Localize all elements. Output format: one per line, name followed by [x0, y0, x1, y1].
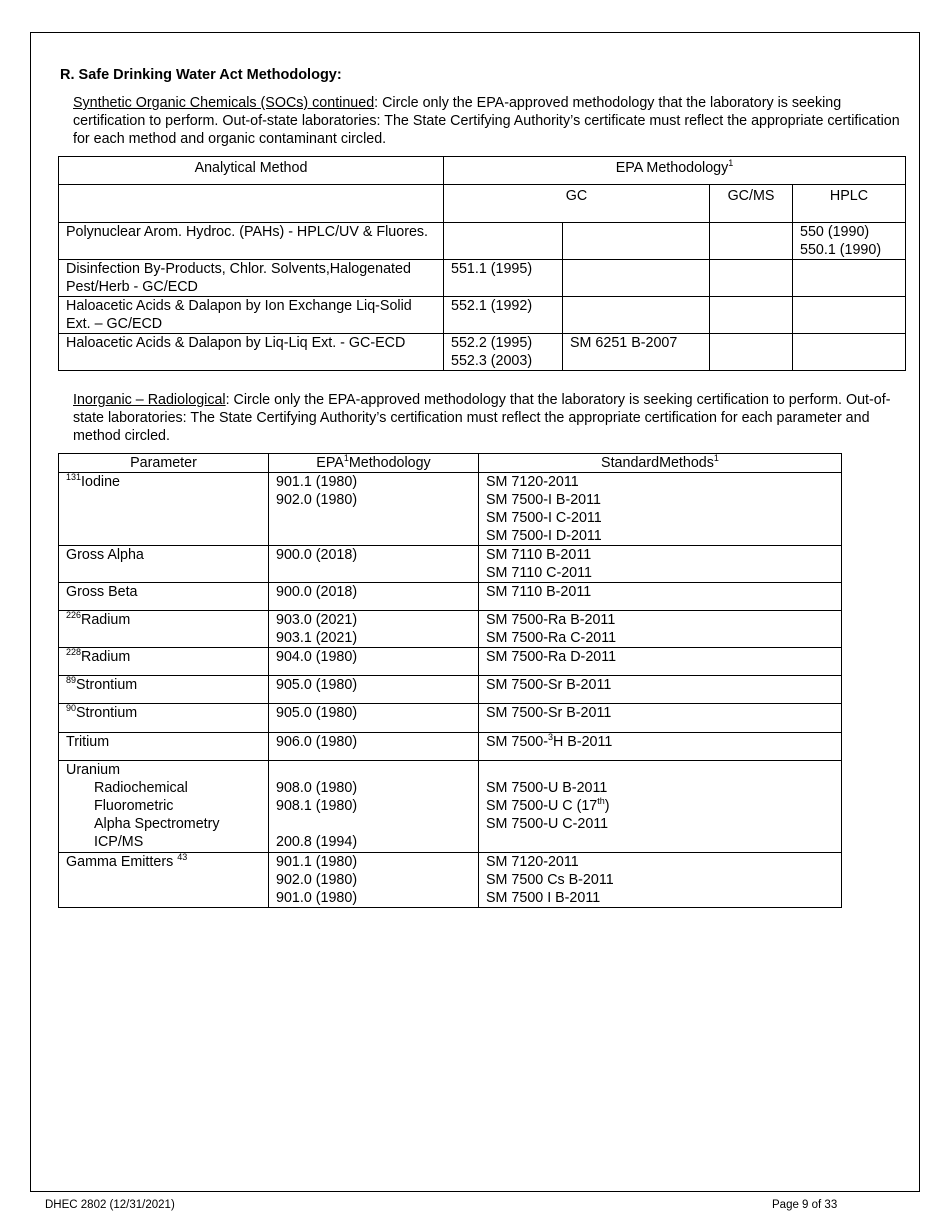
epa-methodology: 903.0 (2021) 903.1 (2021) — [268, 610, 479, 648]
standard-methods: SM 7500-Ra B-2011 SM 7500-Ra C-2011 — [478, 610, 842, 648]
hplc-method: 550 (1990) 550.1 (1990) — [792, 222, 906, 260]
epa-methodology: 906.0 (1980) — [268, 732, 479, 761]
epa-methodology: 900.0 (2018) — [268, 545, 479, 583]
hplc-method — [792, 333, 906, 371]
soc-intro-text: : Circle only the EPA-approved methodolo… — [73, 95, 900, 147]
parameter: Tritium — [58, 732, 269, 761]
table-row: Haloacetic Acids & Dalapon by Ion Exchan… — [58, 296, 906, 334]
soc-intro: Synthetic Organic Chemicals (SOCs) conti… — [73, 94, 903, 148]
standard-methods: SM 7110 B-2011 SM 7110 C-2011 — [478, 545, 842, 583]
gcms-method — [709, 296, 793, 334]
table-row: Gross Beta 900.0 (2018) SM 7110 B-2011 — [58, 582, 842, 611]
rad-intro: Inorganic – Radiological: Circle only th… — [73, 391, 903, 445]
standard-methods: SM 7500-3H B-2011 — [478, 732, 842, 761]
parameter: Gamma Emitters 43 — [58, 852, 269, 908]
footer-page-number: Page 9 of 33 — [772, 1199, 838, 1211]
soc-table: Analytical Method EPA Methodology1 GC GC/M… — [58, 156, 906, 371]
table-row: Uranium Radiochemical Fluorometric Alpha Sp… — [58, 760, 842, 853]
table-row: Gross Alpha 900.0 (2018) SM 7110 B-2011 S… — [58, 545, 842, 583]
section-heading: R. Safe Drinking Water Act Methodology: — [60, 67, 342, 83]
parameter: Gross Beta — [58, 582, 269, 611]
gc-method-sm: SM 6251 B-2007 — [562, 333, 710, 371]
standard-methods: SM 7500-U B-2011 SM 7500-U C (17th) SM 750… — [478, 760, 842, 853]
gc-method — [443, 222, 563, 260]
hplc-method — [792, 296, 906, 334]
page-border — [30, 32, 920, 1192]
header-hplc: HPLC — [792, 184, 906, 223]
analytical-method: Haloacetic Acids & Dalapon by Liq-Liq Ex… — [58, 333, 444, 371]
standard-methods: SM 7500-Sr B-2011 — [478, 703, 842, 733]
table-row: 90Strontium 905.0 (1980) SM 7500-Sr B-20… — [58, 703, 842, 733]
gcms-method — [709, 222, 793, 260]
standard-methods: SM 7500-Sr B-2011 — [478, 675, 842, 704]
header-epa-methodology: EPA1Methodology — [268, 453, 479, 473]
epa-methodology: 905.0 (1980) — [268, 703, 479, 733]
standard-methods: SM 7500-Ra D-2011 — [478, 647, 842, 676]
rad-intro-text: : Circle only the EPA-approved methodolo… — [73, 392, 891, 444]
table-row: Polynuclear Arom. Hydroc. (PAHs) - HPLC/… — [58, 222, 906, 260]
parameter: 228Radium — [58, 647, 269, 676]
table-row: 228Radium 904.0 (1980) SM 7500-Ra D-2011 — [58, 647, 842, 676]
header-gcms: GC/MS — [709, 184, 793, 223]
gc-method-sm — [562, 296, 710, 334]
rad-table: Parameter EPA1Methodology StandardMethods1… — [58, 453, 842, 908]
gc-method-sm — [562, 222, 710, 260]
table-row: Disinfection By-Products, Chlor. Solvent… — [58, 259, 906, 297]
soc-intro-title: Synthetic Organic Chemicals (SOCs) conti… — [73, 95, 375, 111]
standard-methods: SM 7120-2011 SM 7500-I B-2011 SM 7500-I C-… — [478, 472, 842, 546]
gcms-method — [709, 259, 793, 297]
header-epa-methodology: EPA Methodology1 — [443, 156, 906, 185]
table-row: 226Radium 903.0 (2021) 903.1 (2021) SM 75… — [58, 610, 842, 648]
gc-method: 552.1 (1992) — [443, 296, 563, 334]
gc-method: 551.1 (1995) — [443, 259, 563, 297]
parameter: 89Strontium — [58, 675, 269, 704]
epa-methodology: 900.0 (2018) — [268, 582, 479, 611]
table-row: Gamma Emitters 43 901.1 (1980) 902.0 (198… — [58, 852, 842, 908]
rad-intro-title: Inorganic – Radiological — [73, 392, 226, 408]
gcms-method — [709, 333, 793, 371]
epa-methodology: 905.0 (1980) — [268, 675, 479, 704]
analytical-method: Disinfection By-Products, Chlor. Solvent… — [58, 259, 444, 297]
parameter: 90Strontium — [58, 703, 269, 733]
parameter: 226Radium — [58, 610, 269, 648]
epa-methodology: 901.1 (1980) 902.0 (1980) 901.0 (1980) — [268, 852, 479, 908]
gc-method-sm — [562, 259, 710, 297]
header-gc: GC — [443, 184, 710, 223]
gc-method: 552.2 (1995) 552.3 (2003) — [443, 333, 563, 371]
table-row: Haloacetic Acids & Dalapon by Liq-Liq Ex… — [58, 333, 906, 371]
header-standard-methods: StandardMethods1 — [478, 453, 842, 473]
analytical-method: Polynuclear Arom. Hydroc. (PAHs) - HPLC/… — [58, 222, 444, 260]
standard-methods: SM 7110 B-2011 — [478, 582, 842, 611]
header-blank — [58, 184, 444, 223]
epa-methodology: 901.1 (1980) 902.0 (1980) — [268, 472, 479, 546]
table-row: 131Iodine 901.1 (1980) 902.0 (1980) SM 71… — [58, 472, 842, 546]
epa-methodology: 908.0 (1980) 908.1 (1980) 200.8 (1994) — [268, 760, 479, 853]
parameter: Gross Alpha — [58, 545, 269, 583]
hplc-method — [792, 259, 906, 297]
standard-methods: SM 7120-2011 SM 7500 Cs B-2011 SM 7500 I B… — [478, 852, 842, 908]
header-parameter: Parameter — [58, 453, 269, 473]
parameter: Uranium Radiochemical Fluorometric Alpha Sp… — [58, 760, 269, 853]
analytical-method: Haloacetic Acids & Dalapon by Ion Exchan… — [58, 296, 444, 334]
parameter: 131Iodine — [58, 472, 269, 546]
table-row: 89Strontium 905.0 (1980) SM 7500-Sr B-20… — [58, 675, 842, 704]
footer-form-id: DHEC 2802 (12/31/2021) — [45, 1199, 175, 1211]
table-row: Tritium 906.0 (1980) SM 7500-3H B-2011 — [58, 732, 842, 761]
epa-methodology: 904.0 (1980) — [268, 647, 479, 676]
header-analytical-method: Analytical Method — [58, 156, 444, 185]
